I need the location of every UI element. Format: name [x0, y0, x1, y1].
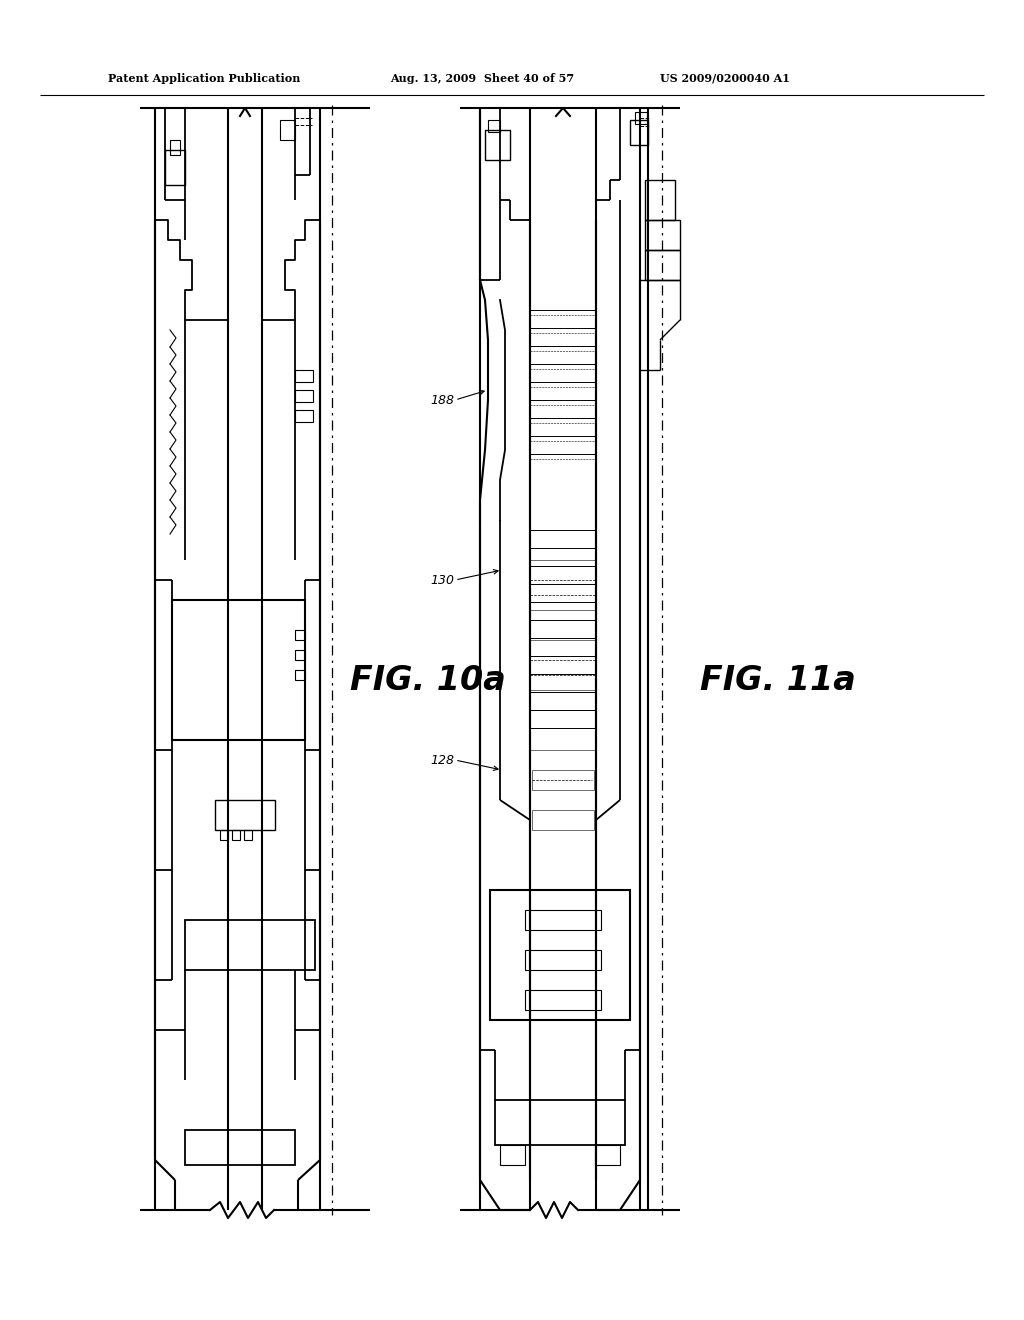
Bar: [170, 140, 180, 154]
Bar: [295, 649, 305, 660]
Bar: [490, 890, 630, 1020]
Bar: [645, 180, 675, 220]
Bar: [295, 630, 305, 640]
Bar: [525, 990, 601, 1010]
Bar: [220, 830, 228, 840]
Bar: [495, 1100, 625, 1144]
Bar: [185, 920, 315, 970]
Bar: [500, 1144, 525, 1166]
Bar: [595, 1144, 620, 1166]
Bar: [295, 370, 313, 381]
Bar: [525, 909, 601, 931]
Bar: [244, 830, 252, 840]
Bar: [485, 129, 510, 160]
Bar: [530, 710, 596, 750]
Text: 128: 128: [430, 754, 454, 767]
Bar: [295, 671, 305, 680]
Text: Patent Application Publication: Patent Application Publication: [108, 73, 300, 83]
Bar: [630, 120, 648, 145]
Text: US 2009/0200040 A1: US 2009/0200040 A1: [660, 73, 790, 83]
Bar: [532, 810, 594, 830]
Text: 130: 130: [430, 573, 454, 586]
Text: FIG. 10a: FIG. 10a: [350, 664, 506, 697]
Bar: [172, 601, 305, 741]
Text: Aug. 13, 2009  Sheet 40 of 57: Aug. 13, 2009 Sheet 40 of 57: [390, 73, 574, 83]
Bar: [295, 389, 313, 403]
Bar: [165, 150, 185, 185]
Bar: [645, 249, 680, 280]
Bar: [530, 560, 596, 610]
Text: 188: 188: [430, 393, 454, 407]
Text: FIG. 11a: FIG. 11a: [700, 664, 856, 697]
Bar: [635, 112, 647, 124]
Bar: [215, 800, 275, 830]
Bar: [232, 830, 240, 840]
Bar: [525, 950, 601, 970]
Bar: [530, 640, 596, 690]
Bar: [532, 770, 594, 789]
Bar: [645, 220, 680, 249]
Bar: [488, 120, 500, 132]
Bar: [185, 1130, 295, 1166]
Bar: [295, 411, 313, 422]
Bar: [280, 120, 295, 140]
